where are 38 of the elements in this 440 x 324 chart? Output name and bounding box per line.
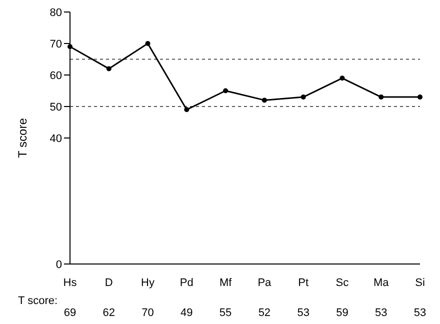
point <box>68 44 72 50</box>
point <box>378 94 384 100</box>
y-tick-label: 60 <box>50 70 62 82</box>
point <box>145 41 150 46</box>
data-label: 69 <box>64 307 76 319</box>
point <box>262 98 267 103</box>
point <box>340 76 345 81</box>
data-label: 49 <box>180 307 193 319</box>
y-tick-label: 70 <box>50 38 62 50</box>
point <box>223 88 228 94</box>
y-axis-title: T score <box>15 118 30 158</box>
data-label: 55 <box>219 307 232 319</box>
x-tick-label: Pa <box>258 277 272 289</box>
x-tick-label: Mf <box>219 277 233 289</box>
x-tick-label: Sc <box>336 277 350 289</box>
point <box>418 94 422 100</box>
x-tick-label: Ma <box>373 277 390 289</box>
data-label: 53 <box>374 307 388 319</box>
x-tick-label: Hs <box>63 277 78 289</box>
point <box>184 107 190 112</box>
point <box>106 66 112 72</box>
x-tick-label: Hy <box>141 277 155 289</box>
y-tick-label: 50 <box>50 101 62 114</box>
x-tick-label: Si <box>415 277 425 289</box>
text: T score: <box>18 295 58 307</box>
data-label: 52 <box>258 307 271 319</box>
y-tick-label: 40 <box>50 132 62 145</box>
data-label: 62 <box>102 307 116 319</box>
data-label: 70 <box>142 307 154 319</box>
x-tick-label: Pt <box>298 277 309 289</box>
data-label: 53 <box>297 307 310 319</box>
point <box>300 94 306 100</box>
x-tick-label: Pd <box>180 277 194 289</box>
y-tick-label: 0 <box>56 258 62 271</box>
data-label: 53 <box>414 307 426 319</box>
data-label: 59 <box>336 307 348 319</box>
x-tick-label: D <box>104 277 113 289</box>
y-tick-label: 80 <box>50 6 62 19</box>
